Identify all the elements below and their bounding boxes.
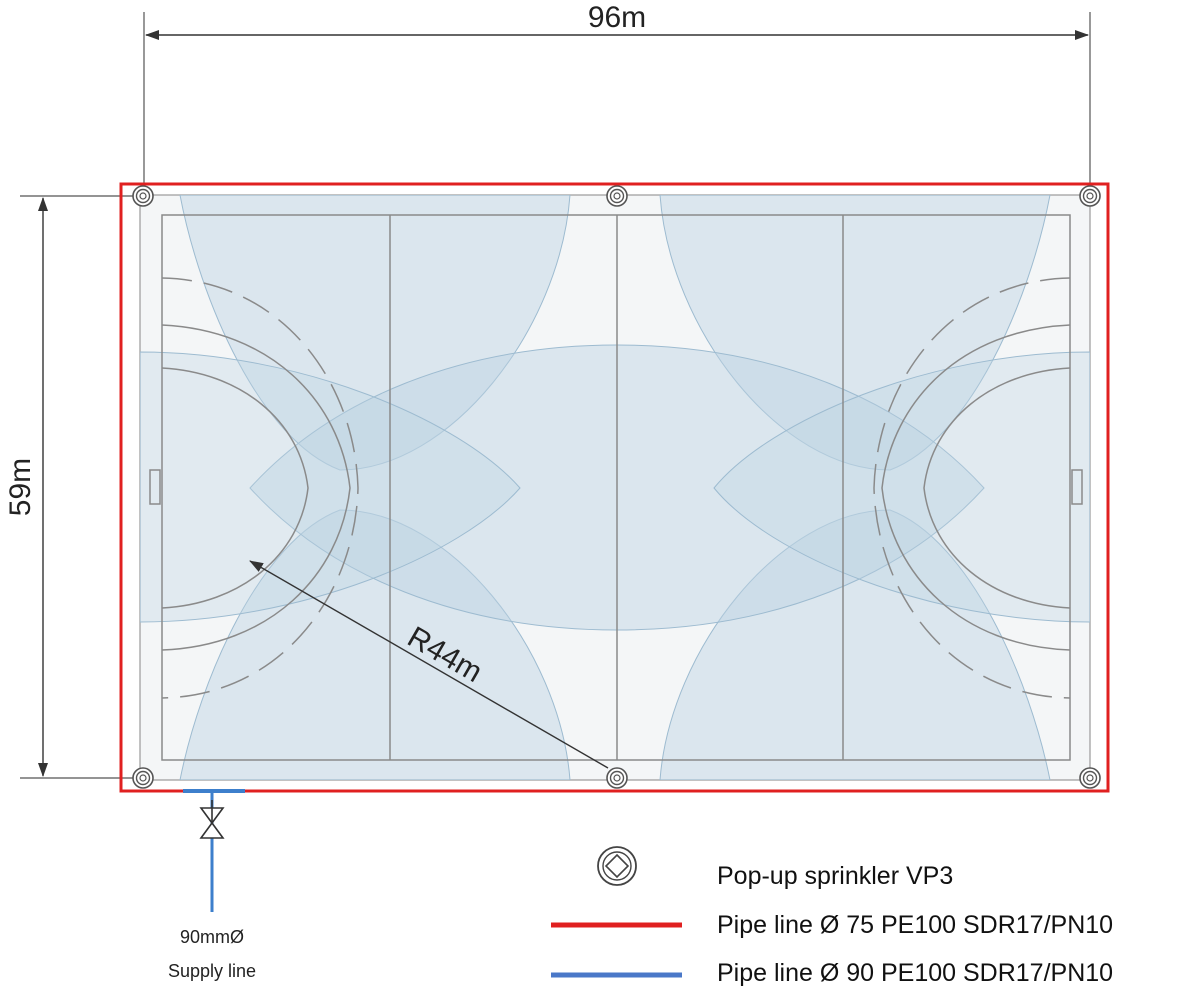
coverage-zone-right-band [713,351,1090,623]
sprinkler-icon [132,767,154,789]
sprinkler-coverage-zones [140,195,1090,780]
legend-sprinkler-icon [597,846,637,886]
football-pitch [139,194,1091,781]
legend: Pop-up sprinkler VP3 Pipe line Ø 75 PE10… [551,846,1113,987]
sprinkler-icon [1079,767,1101,789]
sprinkler-icon [132,185,154,207]
coverage-zone-top-right [659,195,1051,471]
coverage-zone-top-left [179,195,571,471]
sprinkler-icon [1079,185,1101,207]
height-dimension: 59m [4,195,140,779]
coverage-zone-left-band [140,351,521,623]
width-dimension: 96m [143,1,1091,190]
legend-pipe75-label: Pipe line Ø 75 PE100 SDR17/PN10 [717,911,1113,939]
sprinkler-icon [606,185,628,207]
pipe-75-loop [119,182,1110,793]
width-label: 96m [588,1,646,34]
valve-icon [199,800,225,839]
legend-pipe90-label: Pipe line Ø 90 PE100 SDR17/PN10 [717,959,1113,987]
height-label: 59m [4,458,37,516]
coverage-zone-bottom-right [659,509,1051,780]
sprinkler-icon [606,767,628,789]
supply-line-label: Supply line [168,961,256,981]
pitch-markings [149,214,1083,761]
supply-diameter-label: 90mmØ [180,927,244,947]
legend-sprinkler-label: Pop-up sprinkler VP3 [717,862,953,890]
